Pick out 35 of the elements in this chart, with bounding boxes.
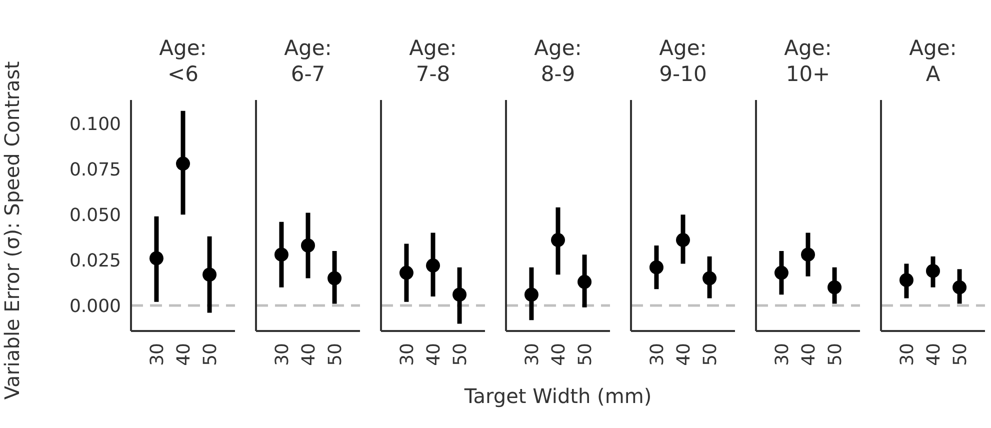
x-tick-label: 40 [798,343,820,366]
x-tick-label: 50 [700,343,721,366]
chart-title: Age: 7-8 [409,36,457,86]
chart-title: Age: 6-7 [284,36,332,86]
chart-title: Age: 9-10 [659,36,707,86]
chart-title: Age: <6 [159,36,207,86]
x-tick-label: 30 [522,343,543,366]
x-tick-label: 30 [772,343,793,366]
x-tick-label: 30 [896,343,918,366]
x-tick-label: 30 [272,343,293,366]
x-tick-label: 50 [200,343,221,366]
y-tick-label: 0.100 [69,114,121,135]
x-tick-label: 40 [923,343,944,366]
x-tick-label: 40 [298,343,320,366]
x-tick-label: 40 [673,343,694,366]
y-tick-label: 0.025 [69,250,121,272]
x-tick-label: 40 [423,343,444,366]
x-axis-title: Target Width (mm) [463,384,652,408]
x-tick-label: 30 [646,343,668,366]
x-tick-label: 40 [548,343,570,366]
y-axis-title: Variable Error (σ): Speed Contrast [0,61,24,400]
chart-title: Age: 8-9 [534,36,582,86]
chart-title: Age: 10+ [784,36,832,86]
x-tick-label: 50 [950,343,971,366]
x-tick-label: 30 [146,343,168,366]
x-tick-label: 40 [173,343,194,366]
x-tick-label: 30 [396,343,418,366]
chart-title: Age: A [909,36,957,86]
y-tick-label: 0.075 [69,159,121,180]
x-tick-label: 50 [324,343,346,366]
y-tick-label: 0.050 [69,204,121,226]
x-tick-label: 50 [450,343,471,366]
x-tick-label: 50 [574,343,596,366]
y-tick-label: 0.000 [69,296,121,317]
x-tick-label: 50 [824,343,846,366]
